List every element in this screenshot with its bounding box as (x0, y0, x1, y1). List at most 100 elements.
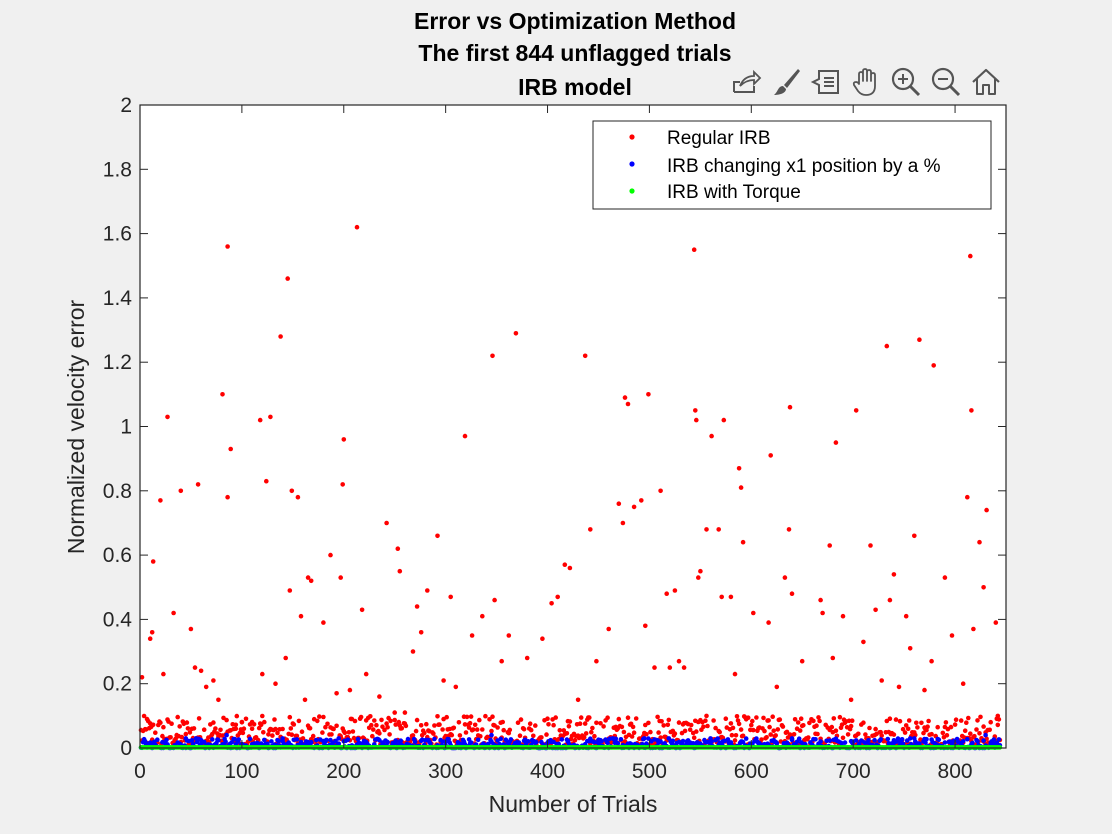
data-point-regular-irb (646, 392, 651, 397)
data-point-irb-changing-x1 (223, 739, 228, 745)
data-point-regular-irb (251, 722, 257, 727)
data-point-regular-irb (441, 678, 446, 683)
data-point-regular-irb (490, 714, 495, 719)
data-point-irb-changing-x1 (432, 736, 437, 742)
data-point-regular-irb (551, 722, 556, 728)
data-point-regular-irb (528, 727, 534, 733)
data-point-regular-irb (453, 684, 459, 690)
home-button[interactable] (968, 64, 1004, 100)
data-point-regular-irb (906, 718, 912, 723)
data-point-regular-irb (849, 718, 855, 723)
data-point-regular-irb (664, 591, 669, 596)
data-point-regular-irb (629, 734, 635, 739)
data-point-regular-irb (969, 408, 974, 413)
data-point-regular-irb (696, 575, 701, 580)
data-point-regular-irb (305, 575, 311, 580)
data-point-regular-irb (799, 658, 805, 664)
data-point-regular-irb (507, 727, 513, 733)
data-point-regular-irb (480, 727, 485, 732)
data-point-irb-changing-x1 (818, 739, 823, 744)
data-point-irb-changing-x1 (942, 740, 948, 745)
data-point-irb-changing-x1 (646, 736, 651, 741)
export-button[interactable] (728, 64, 764, 100)
export-icon (733, 69, 762, 93)
data-point-regular-irb (418, 630, 424, 635)
data-point-irb-changing-x1 (405, 736, 411, 742)
data-point-regular-irb (287, 588, 293, 593)
data-point-regular-irb (572, 737, 578, 743)
data-point-regular-irb (698, 568, 703, 574)
data-point-regular-irb (539, 735, 544, 740)
data-point-regular-irb (893, 717, 899, 722)
data-point-regular-irb (291, 722, 297, 727)
data-point-regular-irb (861, 720, 866, 725)
data-point-regular-irb (787, 404, 793, 410)
brush-button[interactable] (768, 64, 804, 100)
data-point-regular-irb (784, 729, 790, 735)
data-point-regular-irb (995, 713, 1001, 719)
data-point-regular-irb (553, 715, 558, 720)
legend-box (592, 120, 992, 210)
data-point-irb-changing-x1 (842, 740, 848, 745)
data-point-regular-irb (177, 724, 182, 729)
data-point-regular-irb (995, 722, 1001, 728)
data-point-regular-irb (681, 665, 687, 670)
data-point-regular-irb (764, 735, 769, 740)
data-point-irb-changing-x1 (743, 736, 749, 741)
data-point-regular-irb (466, 725, 472, 730)
data-point-regular-irb (372, 718, 377, 723)
data-point-regular-irb (272, 717, 277, 722)
data-point-regular-irb (814, 723, 819, 728)
data-point-regular-irb (350, 729, 356, 734)
pan-icon (852, 68, 876, 96)
data-point-regular-irb (393, 722, 399, 727)
y-tick-label: 0 (120, 737, 132, 760)
data-point-regular-irb (861, 639, 866, 645)
legend[interactable]: Regular IRB IRB changing x1 position by … (592, 120, 992, 210)
data-point-regular-irb (817, 718, 822, 724)
data-point-regular-irb (435, 714, 440, 719)
data-point-regular-irb (704, 527, 709, 532)
data-point-regular-irb (767, 724, 772, 730)
data-point-regular-irb (234, 713, 240, 719)
data-point-regular-irb (457, 733, 463, 738)
data-point-regular-irb (582, 353, 588, 359)
data-point-regular-irb (807, 720, 812, 726)
data-point-regular-irb (469, 633, 475, 638)
chart-title-line-2: The first 844 unflagged trials (418, 40, 731, 66)
data-point-regular-irb (368, 714, 373, 719)
data-point-regular-irb (179, 734, 185, 740)
data-point-regular-irb (667, 665, 673, 670)
data-point-regular-irb (224, 717, 229, 723)
zoom-in-button[interactable] (888, 64, 924, 100)
data-point-regular-irb (203, 684, 209, 690)
data-point-regular-irb (774, 684, 780, 690)
data-point-regular-irb (385, 725, 390, 730)
data-point-regular-irb (432, 723, 437, 728)
data-point-irb-changing-x1 (355, 736, 361, 742)
data-point-regular-irb (833, 440, 839, 445)
data-point-regular-irb (211, 678, 216, 683)
data-point-regular-irb (734, 714, 740, 719)
data-point-regular-irb (960, 681, 966, 686)
data-point-regular-irb (745, 715, 751, 720)
brush-icon (774, 69, 800, 95)
data-point-regular-irb (818, 597, 823, 603)
data-point-regular-irb (557, 728, 563, 733)
zoom-out-button[interactable] (928, 64, 964, 100)
data-point-regular-irb (771, 728, 776, 733)
data-point-irb-changing-x1 (796, 736, 802, 741)
data-point-regular-irb (589, 729, 594, 735)
x-tick-label: 200 (326, 760, 361, 783)
pan-button[interactable] (848, 64, 884, 100)
data-tips-button[interactable] (808, 64, 844, 100)
data-point-regular-irb (561, 728, 567, 733)
data-point-regular-irb (521, 726, 527, 732)
data-point-irb-changing-x1 (936, 737, 942, 742)
data-point-regular-irb (879, 733, 884, 738)
data-point-regular-irb (921, 730, 926, 736)
data-point-irb-changing-x1 (294, 737, 300, 742)
data-point-regular-irb (694, 417, 699, 423)
data-point-regular-irb (879, 678, 884, 683)
